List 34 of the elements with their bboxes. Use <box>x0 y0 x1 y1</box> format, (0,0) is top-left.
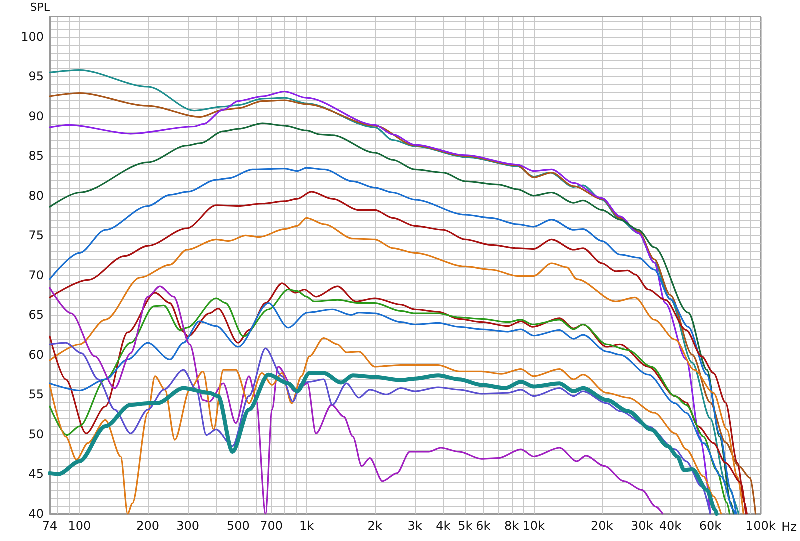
y-tick-label: 95 <box>28 70 44 84</box>
x-tick-label: 500 <box>226 519 250 533</box>
y-tick-label: 60 <box>28 348 44 362</box>
x-tick-label: 20k <box>591 519 614 533</box>
x-tick-label: 1k <box>299 519 314 533</box>
y-tick-label: 65 <box>28 308 44 322</box>
y-tick-label: 100 <box>21 30 44 44</box>
y-tick-label: 50 <box>28 427 44 442</box>
y-tick-label: 45 <box>28 467 44 482</box>
y-tick-label: 55 <box>28 388 44 402</box>
x-tick-label: 40k <box>659 519 682 533</box>
x-axis-title: Hz <box>782 520 798 534</box>
x-tick-label: 30k <box>631 519 654 533</box>
x-tick-label: 100k <box>746 519 776 533</box>
x-tick-label: 100 <box>68 519 92 533</box>
x-tick-label: 10k <box>522 519 545 533</box>
x-tick-label: 300 <box>176 519 200 533</box>
x-tick-label: 5k <box>458 519 473 533</box>
x-tick-label: 700 <box>260 519 284 533</box>
y-tick-label: 70 <box>28 268 44 282</box>
y-tick-label: 85 <box>28 149 44 164</box>
y-axis-title: SPL <box>30 1 51 14</box>
x-tick-label: 6k <box>476 519 491 533</box>
y-tick-label: 80 <box>28 188 44 203</box>
x-tick-label: 200 <box>136 519 160 533</box>
x-tick-label: 60k <box>699 519 722 533</box>
x-tick-label: 8k <box>504 519 520 533</box>
y-tick-label: 90 <box>28 109 44 124</box>
y-tick-label: 40 <box>28 507 44 521</box>
y-tick-label: 75 <box>28 228 44 243</box>
x-tick-label: 4k <box>436 519 451 533</box>
x-tick-label: 3k <box>408 519 422 533</box>
x-tick-label: 74 <box>42 519 58 533</box>
x-tick-label: 2k <box>368 519 382 533</box>
